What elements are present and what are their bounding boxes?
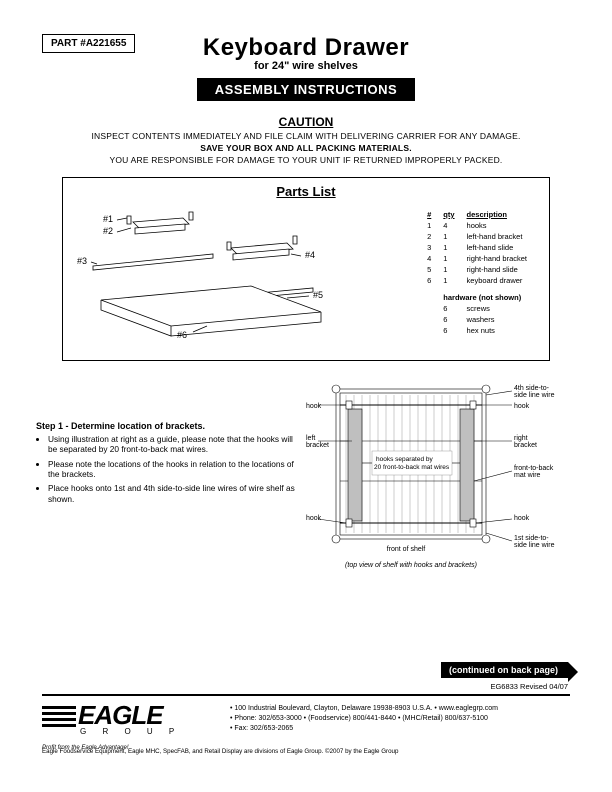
step-1-heading: Step 1 - Determine location of brackets. [36, 421, 296, 431]
continued-bar: (continued on back page) [441, 660, 568, 678]
footer-contact: • 100 Industrial Boulevard, Clayton, Del… [222, 700, 498, 751]
diagram-label: front-to-back mat wire [514, 465, 558, 479]
table-row: 6screws [427, 304, 537, 313]
caution-line: YOU ARE RESPONSIBLE FOR DAMAGE TO YOUR U… [36, 155, 576, 165]
subtitle: for 24" wire shelves [36, 60, 576, 72]
diagram-label: hook [514, 515, 529, 522]
svg-text:#3: #3 [77, 256, 87, 266]
parts-exploded-diagram: #1 #2 #3 #4 #5 #6 [73, 206, 353, 354]
table-row: 31left-hand slide [427, 243, 537, 252]
shelf-top-view-diagram: hooks separated by 20 front-to-back mat … [306, 381, 556, 591]
svg-text:#2: #2 [103, 226, 113, 236]
diagram-label: 4th side-to-side line wire [514, 385, 558, 399]
svg-text:EAGLE: EAGLE [78, 702, 164, 730]
svg-text:hooks separated by: hooks separated by [376, 456, 433, 463]
diagram-label: hook [514, 403, 529, 410]
eagle-logo: EAGLE G R O U P Profit from the Eagle Ad… [42, 700, 222, 751]
caution-line: SAVE YOUR BOX AND ALL PACKING MATERIALS. [36, 143, 576, 153]
svg-text:20 front-to-back mat wires: 20 front-to-back mat wires [374, 464, 450, 471]
table-row: 51right-hand slide [427, 265, 537, 274]
caution-heading: CAUTION [36, 115, 576, 129]
assembly-bar: ASSEMBLY INSTRUCTIONS [197, 78, 415, 101]
caution-block: CAUTION INSPECT CONTENTS IMMEDIATELY AND… [36, 115, 576, 165]
footer-rule [42, 694, 570, 696]
document-number: EG6833 Revised 04/07 [490, 682, 568, 691]
step-bullet: Using illustration at right as a guide, … [48, 434, 296, 455]
table-row: 6hex nuts [427, 326, 537, 335]
footer: EAGLE G R O U P Profit from the Eagle Ad… [42, 700, 570, 751]
svg-text:#1: #1 [103, 214, 113, 224]
table-row: 14hooks [427, 221, 537, 230]
svg-text:#5: #5 [313, 290, 323, 300]
svg-text:#4: #4 [305, 250, 315, 260]
parts-list-panel: Parts List [62, 177, 550, 361]
diagram-label: 1st side-to-side line wire [514, 535, 558, 549]
parts-list-title: Parts List [63, 184, 549, 199]
diagram-label: hook [306, 515, 321, 522]
diagram-label: hook [306, 403, 321, 410]
svg-text:G R O U P: G R O U P [80, 727, 181, 736]
step-bullet: Please note the locations of the hooks i… [48, 459, 296, 480]
diagram-label: right bracket [514, 435, 544, 449]
table-row: 6washers [427, 315, 537, 324]
svg-text:front of shelf: front of shelf [387, 546, 426, 553]
step-1: Step 1 - Determine location of brackets.… [36, 381, 576, 591]
table-row: 61keyboard drawer [427, 276, 537, 285]
parts-list-table: #qtydescription 14hooks 21left-hand brac… [425, 208, 539, 337]
svg-text:#6: #6 [177, 330, 187, 340]
caution-line: INSPECT CONTENTS IMMEDIATELY AND FILE CL… [36, 131, 576, 141]
table-row: 21left-hand bracket [427, 232, 537, 241]
table-row: 41right-hand bracket [427, 254, 537, 263]
step-bullet: Place hooks onto 1st and 4th side-to-sid… [48, 483, 296, 504]
diagram-label: left bracket [306, 435, 334, 449]
svg-text:(top view of shelf with hooks: (top view of shelf with hooks and bracke… [345, 562, 477, 569]
part-number-box: PART #A221655 [42, 34, 135, 53]
copyright: Eagle Foodservice Equipment, Eagle MHC, … [42, 748, 570, 755]
